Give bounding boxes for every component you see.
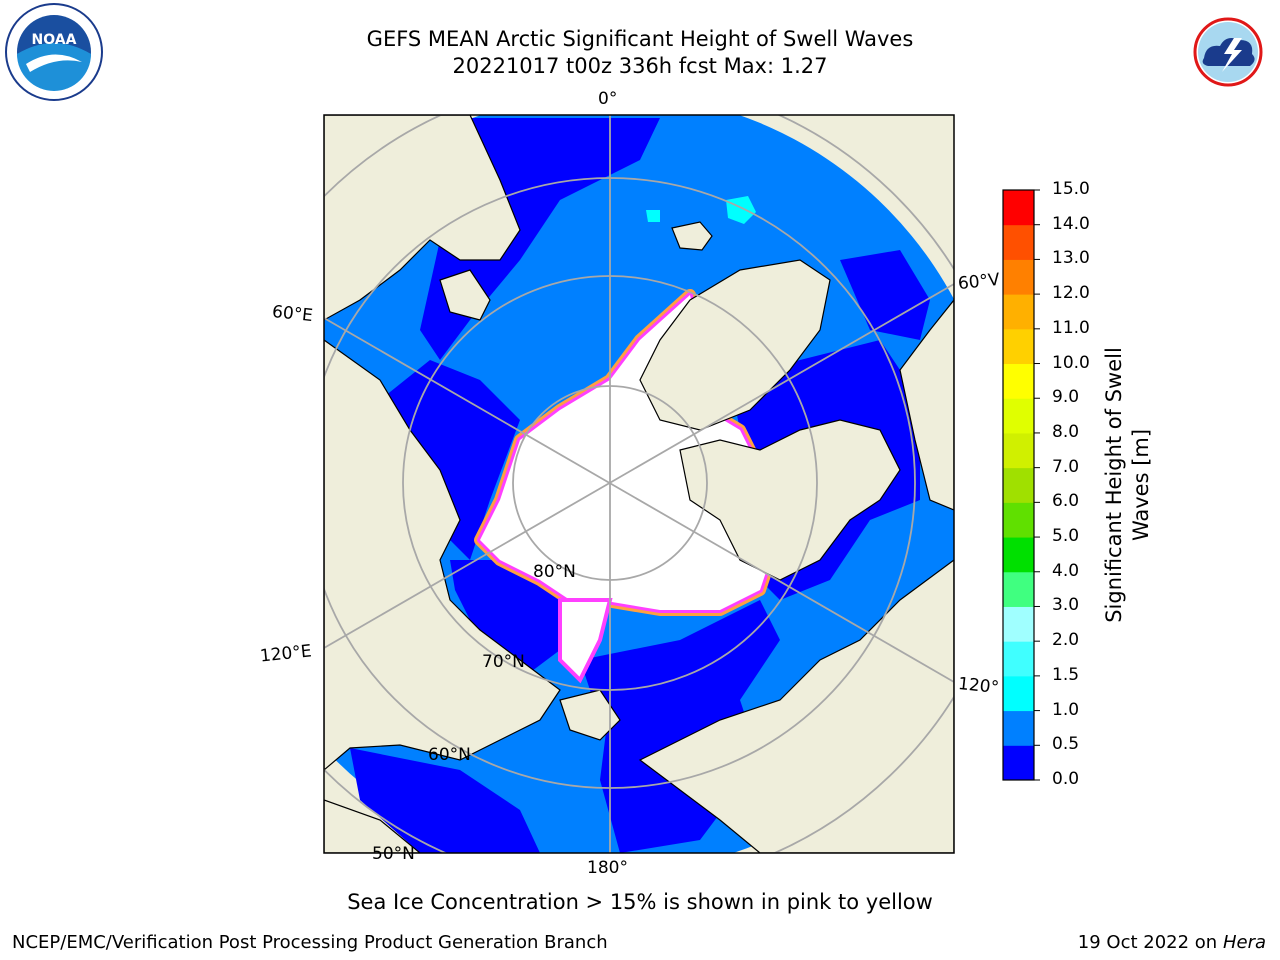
colorbar-bin	[1003, 710, 1034, 746]
land-kamchatka	[324, 799, 421, 853]
colorbar-tick-label: 3.0	[1052, 595, 1080, 616]
footer-date-text: 19 Oct 2022 on	[1077, 932, 1223, 953]
colorbar-bin	[1003, 641, 1034, 677]
swell-region-labrador-low	[840, 250, 930, 340]
colorbar-bin	[1003, 675, 1034, 712]
lon-label-180: 180°	[587, 858, 628, 878]
title-line-2: 20221017 t00z 336h fcst Max: 1.27	[452, 54, 828, 78]
land-svalbard	[671, 221, 713, 251]
colorbar-tick-label: 5.0	[1052, 526, 1080, 547]
colorbar-bin	[1003, 363, 1034, 399]
colorbar-bin	[1003, 606, 1034, 642]
colorbar-bin	[1003, 294, 1034, 330]
colorbar-bin	[1003, 745, 1034, 781]
noaa-logo: NOAA	[4, 2, 104, 102]
colorbar-tick-label: 8.0	[1052, 421, 1080, 442]
land-labrador	[899, 299, 954, 511]
colorbar-bin	[1003, 224, 1034, 260]
footer-date: 19 Oct 2022 on Hera	[1078, 932, 1266, 953]
colorbar-bin	[1003, 259, 1034, 295]
colorbar-tick-label: 15.0	[1052, 179, 1090, 199]
colorbar-frame	[1002, 189, 1035, 781]
land-scandinavia	[324, 115, 521, 321]
colorbar-tick-label: 14.0	[1052, 213, 1090, 234]
colorbar-bin	[1003, 432, 1034, 469]
graticule	[324, 115, 954, 853]
lon-label-0: 0°	[598, 89, 618, 109]
colorbar-tick-label: 2.0	[1052, 630, 1080, 651]
lat-label-70: 70°N	[482, 652, 525, 672]
colorbar-tick-label: 6.0	[1052, 491, 1080, 512]
meridian-120e-60w	[324, 283, 954, 649]
colorbar-tick-label: 0.5	[1052, 734, 1080, 755]
title-line-1: GEFS MEAN Arctic Significant Height of S…	[366, 27, 914, 51]
nws-logo	[1176, 0, 1280, 104]
colorbar-bin	[1003, 398, 1034, 434]
sea-ice-note: Sea Ice Concentration > 15% is shown in …	[347, 890, 933, 914]
land-novaya-zemlya	[439, 269, 491, 321]
lat-label-50: 50°N	[372, 844, 415, 864]
swell-patch-high-1	[726, 196, 756, 224]
sea-ice-lobe-east-siberian	[558, 598, 613, 684]
lat-label-80: 80°N	[533, 562, 576, 582]
colorbar-tick-label: 9.0	[1052, 387, 1080, 408]
swell-patch-high-2	[646, 210, 660, 222]
colorbar-tick-label: 11.0	[1052, 317, 1090, 338]
colorbar-title-line-1: Significant Height of Swell	[1102, 347, 1126, 623]
colorbar-tick-label: 1.0	[1052, 699, 1080, 720]
colorbar-bin	[1003, 190, 1034, 226]
colorbar-title: Significant Height of Swell Waves [m]	[1101, 347, 1155, 623]
swell-region-pacific-low	[350, 748, 540, 853]
sea-ice-area	[480, 295, 770, 610]
colorbar-bin	[1003, 571, 1034, 607]
colorbar-bin	[1003, 537, 1034, 573]
colorbar-bin	[1003, 502, 1034, 538]
land-canadian-archipelago	[679, 419, 901, 581]
footer-credit: NCEP/EMC/Verification Post Processing Pr…	[12, 932, 608, 953]
colorbar-tick-label: 10.0	[1052, 352, 1090, 373]
colorbar-bin	[1003, 467, 1034, 503]
colorbar-bin	[1003, 328, 1034, 365]
footer-host: Hera	[1222, 932, 1266, 953]
colorbar-tick-label: 0.0	[1052, 769, 1080, 789]
lat-label-60: 60°N	[428, 745, 471, 765]
land-siberia	[324, 339, 561, 771]
noaa-logo-text: NOAA	[32, 32, 77, 48]
colorbar-tick-label: 7.0	[1052, 456, 1080, 477]
colorbar-tick-label: 4.0	[1052, 560, 1080, 581]
colorbar-title-line-2: Waves [m]	[1129, 428, 1153, 542]
meridian-60e-120w	[324, 317, 954, 683]
chart-title: GEFS MEAN Arctic Significant Height of S…	[0, 26, 1280, 80]
map-frame	[323, 114, 955, 854]
colorbar-tick-label: 12.0	[1052, 283, 1090, 304]
colorbar-tick-label: 1.5	[1052, 664, 1080, 685]
colorbar-tick-label: 13.0	[1052, 248, 1090, 269]
